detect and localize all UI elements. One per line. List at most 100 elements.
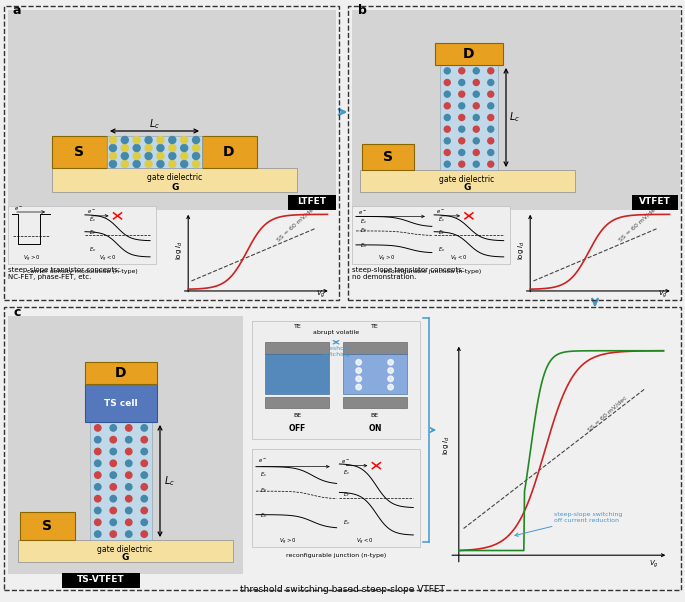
Bar <box>85 362 157 384</box>
Text: log $I_d$: log $I_d$ <box>175 240 185 259</box>
Circle shape <box>157 137 164 143</box>
Circle shape <box>110 507 116 514</box>
Circle shape <box>459 138 464 144</box>
Bar <box>202 136 257 168</box>
Circle shape <box>473 68 480 74</box>
Text: $L_c$: $L_c$ <box>149 117 160 131</box>
Circle shape <box>125 507 132 514</box>
Circle shape <box>110 161 116 167</box>
Circle shape <box>121 137 128 143</box>
Circle shape <box>95 483 101 490</box>
Bar <box>4 307 681 590</box>
Circle shape <box>459 103 464 109</box>
Text: threshold
switching: threshold switching <box>321 346 351 357</box>
Circle shape <box>445 161 450 167</box>
Circle shape <box>133 144 140 152</box>
Text: $E_F$: $E_F$ <box>89 228 97 237</box>
Circle shape <box>145 137 152 143</box>
Text: $e^-$: $e^-$ <box>87 208 96 216</box>
Circle shape <box>121 152 128 160</box>
Circle shape <box>141 424 147 431</box>
Text: $V_g > 0$: $V_g > 0$ <box>23 254 41 264</box>
Circle shape <box>110 137 116 143</box>
Text: G: G <box>121 553 129 562</box>
Text: $V_g$: $V_g$ <box>658 289 668 300</box>
Bar <box>266 354 329 394</box>
Bar <box>348 6 681 300</box>
Bar <box>90 422 152 540</box>
Circle shape <box>473 161 480 167</box>
Circle shape <box>125 448 132 455</box>
Circle shape <box>473 79 480 85</box>
Text: $e^-$: $e^-$ <box>436 208 445 216</box>
Circle shape <box>141 519 147 526</box>
Circle shape <box>388 359 393 365</box>
Circle shape <box>141 460 147 467</box>
Bar <box>252 321 420 439</box>
Circle shape <box>169 152 176 160</box>
Circle shape <box>121 161 128 167</box>
Circle shape <box>141 483 147 490</box>
Text: reconfigurable junction (n-type): reconfigurable junction (n-type) <box>381 268 481 273</box>
Circle shape <box>141 448 147 455</box>
Circle shape <box>169 137 176 143</box>
Text: D: D <box>115 366 127 380</box>
Circle shape <box>110 424 116 431</box>
Circle shape <box>110 495 116 502</box>
Circle shape <box>95 531 101 538</box>
Circle shape <box>488 138 494 144</box>
Circle shape <box>388 384 393 390</box>
Circle shape <box>445 91 450 97</box>
Bar <box>342 397 407 408</box>
Text: $E_F$: $E_F$ <box>438 228 446 237</box>
Text: S: S <box>42 519 52 533</box>
Circle shape <box>488 126 494 132</box>
Circle shape <box>488 68 494 74</box>
Text: threshold switching based steep-slope VTFET: threshold switching based steep-slope VT… <box>240 585 445 594</box>
Bar <box>440 65 498 170</box>
Circle shape <box>125 436 132 443</box>
Circle shape <box>488 91 494 97</box>
Bar <box>8 316 243 574</box>
Text: $E_v$: $E_v$ <box>360 241 368 250</box>
Circle shape <box>110 144 116 152</box>
Text: $E_F$: $E_F$ <box>343 489 351 498</box>
Bar <box>8 206 156 264</box>
Bar <box>342 354 407 394</box>
Circle shape <box>192 137 199 143</box>
Circle shape <box>473 91 480 97</box>
Circle shape <box>110 436 116 443</box>
Bar <box>362 144 414 170</box>
Circle shape <box>181 161 188 167</box>
Text: BE: BE <box>371 413 379 418</box>
Text: SS = 60 mV/dec: SS = 60 mV/dec <box>619 205 660 243</box>
Bar <box>266 397 329 408</box>
Circle shape <box>125 460 132 467</box>
Circle shape <box>141 472 147 479</box>
Circle shape <box>388 376 393 382</box>
Text: $E_c$: $E_c$ <box>343 468 351 477</box>
Circle shape <box>488 79 494 85</box>
Bar <box>632 195 678 210</box>
Circle shape <box>445 79 450 85</box>
Circle shape <box>125 495 132 502</box>
Circle shape <box>110 519 116 526</box>
Circle shape <box>125 531 132 538</box>
Circle shape <box>192 161 199 167</box>
Circle shape <box>125 424 132 431</box>
Text: b: b <box>358 4 367 17</box>
Circle shape <box>141 531 147 538</box>
Text: TE: TE <box>293 323 301 329</box>
Circle shape <box>459 161 464 167</box>
Circle shape <box>121 144 128 152</box>
Circle shape <box>95 424 101 431</box>
Text: BE: BE <box>293 413 301 418</box>
Bar <box>435 43 503 65</box>
Bar <box>352 10 680 210</box>
Circle shape <box>459 126 464 132</box>
Circle shape <box>192 152 199 160</box>
Circle shape <box>488 161 494 167</box>
Text: D: D <box>463 47 475 61</box>
Text: steep-slope switching
off current reduction: steep-slope switching off current reduct… <box>515 512 623 536</box>
Circle shape <box>145 152 152 160</box>
